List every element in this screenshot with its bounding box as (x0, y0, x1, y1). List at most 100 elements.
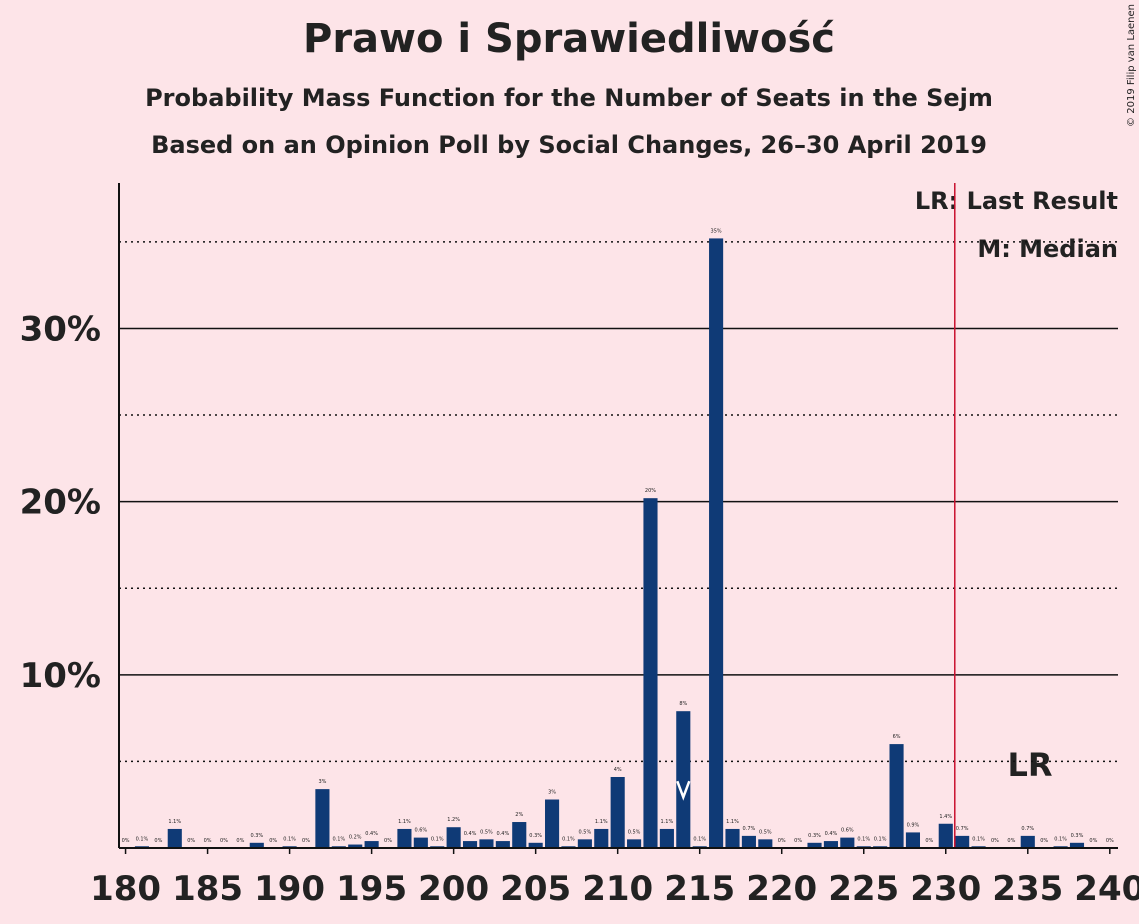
bar (413, 837, 428, 848)
data-label: 0.7% (743, 826, 756, 832)
median-marker (676, 780, 691, 801)
bar (364, 841, 379, 848)
x-tick-label: 210 (582, 869, 653, 909)
data-label: 0% (384, 838, 392, 844)
data-label: 0% (154, 838, 162, 844)
y-tick-label: 10% (20, 656, 101, 696)
data-label: 0.6% (414, 828, 427, 834)
data-label: 0% (778, 838, 786, 844)
chart-title: Prawo i Sprawiedliwość (303, 16, 835, 62)
data-label: 0.3% (250, 833, 263, 839)
chart-subtitle: Based on an Opinion Poll by Social Chang… (151, 131, 987, 159)
data-label: 0.4% (365, 831, 378, 837)
data-label: 0.7% (956, 826, 969, 832)
legend-entry: M: Median (977, 235, 1118, 263)
bar (905, 832, 921, 848)
bar (1069, 842, 1085, 848)
bar (741, 835, 756, 848)
data-label: 0% (794, 838, 802, 844)
bar (643, 498, 658, 848)
bar (249, 842, 264, 848)
x-tick-label: 235 (992, 869, 1063, 909)
chart-subtitle: Probability Mass Function for the Number… (145, 84, 993, 112)
bar (594, 828, 609, 848)
bar (1020, 835, 1035, 848)
x-tick-label: 220 (746, 869, 817, 909)
x-tick-label: 200 (418, 869, 489, 909)
bar (495, 841, 510, 848)
data-label: 0% (1106, 838, 1114, 844)
bar (512, 822, 527, 848)
bar (709, 238, 724, 848)
data-label: 0.1% (136, 836, 149, 842)
data-label: 0.3% (808, 833, 821, 839)
data-label: 0% (991, 838, 999, 844)
data-label: 0.2% (349, 835, 362, 841)
data-label: 0.1% (857, 836, 870, 842)
bar (955, 835, 970, 848)
x-tick-label: 195 (336, 869, 407, 909)
x-tick-label: 240 (1074, 869, 1139, 909)
bar (725, 828, 740, 848)
x-tick-label: 225 (828, 869, 899, 909)
data-label: 0.3% (1071, 833, 1084, 839)
data-label: 0.6% (841, 828, 854, 834)
data-label: 1.1% (595, 819, 608, 825)
data-label: 0.9% (907, 822, 920, 828)
data-label: 0.1% (283, 836, 296, 842)
data-label: 8% (679, 701, 687, 707)
data-label: 0.5% (579, 829, 592, 835)
legend-entry: LR: Last Result (915, 187, 1118, 215)
x-tick-label: 230 (910, 869, 981, 909)
data-label: 0.4% (497, 831, 510, 837)
data-label: 0% (925, 838, 933, 844)
bar (610, 776, 625, 848)
data-label: 3% (548, 790, 556, 796)
data-label: 1.2% (447, 817, 460, 823)
bar (446, 827, 461, 848)
data-label: 35% (711, 228, 722, 234)
data-label: 0% (302, 838, 310, 844)
data-label: 20% (645, 488, 656, 494)
bar (659, 828, 674, 848)
data-label: 0% (187, 838, 195, 844)
bar (315, 789, 330, 848)
x-tick-label: 215 (664, 869, 735, 909)
bar (938, 823, 953, 848)
x-tick-label: 180 (90, 869, 161, 909)
data-label: 6% (893, 734, 901, 740)
copyright: © 2019 Filip van Laenen (1126, 4, 1137, 127)
bar (758, 839, 773, 848)
y-tick-label: 30% (20, 309, 101, 349)
data-label: 1.1% (726, 819, 739, 825)
data-label: 0.7% (1021, 826, 1034, 832)
data-label: 0% (236, 838, 244, 844)
bar (807, 842, 822, 848)
bar (397, 828, 412, 848)
bar (676, 711, 691, 848)
data-label: 0.4% (825, 831, 838, 837)
bar (167, 828, 182, 848)
data-label: 4% (614, 767, 622, 773)
bar (348, 844, 363, 848)
data-label: 1.1% (398, 819, 411, 825)
data-label: 1.1% (168, 819, 181, 825)
bar (479, 839, 494, 848)
data-label: 0.4% (464, 831, 477, 837)
x-tick-label: 185 (172, 869, 243, 909)
data-label: 3% (318, 779, 326, 785)
data-label: 0% (122, 838, 130, 844)
data-label: 0.5% (628, 829, 641, 835)
bar (840, 837, 855, 848)
data-label: 0.1% (562, 836, 575, 842)
bar (545, 799, 560, 848)
data-label: 0% (1007, 838, 1015, 844)
data-label: 1.1% (661, 819, 674, 825)
bar (889, 744, 904, 848)
data-label: 0.1% (431, 836, 444, 842)
data-label: 0.1% (693, 836, 706, 842)
data-label: 0.1% (332, 836, 345, 842)
bar (823, 841, 838, 848)
